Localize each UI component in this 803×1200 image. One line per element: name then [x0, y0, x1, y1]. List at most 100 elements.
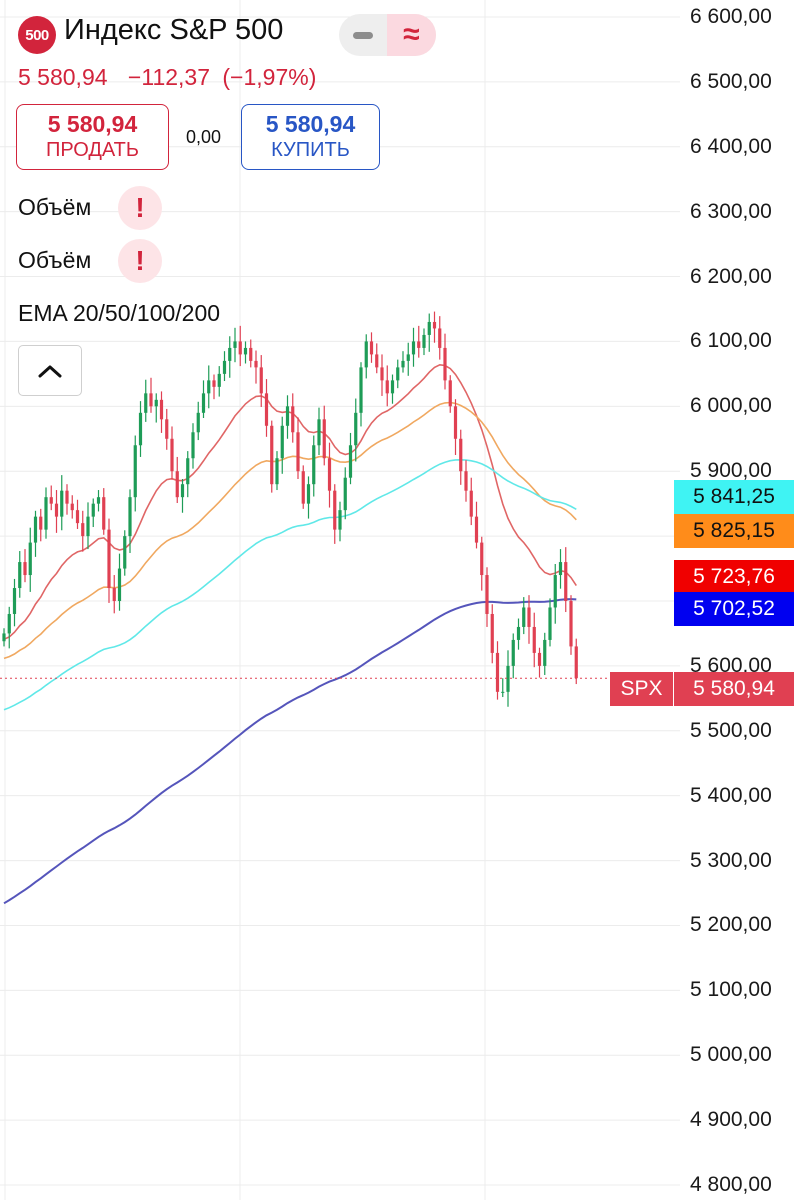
candle-body [354, 412, 358, 446]
candle-body [327, 458, 332, 491]
candle-body [501, 691, 505, 693]
buy-label: КУПИТЬ [271, 139, 350, 161]
indicator-volume-2-label[interactable]: Объём [18, 247, 92, 273]
candle-body [191, 432, 195, 459]
ema-100-tag: 5 841,25 [674, 480, 794, 514]
symbol-badge: 500 [18, 16, 56, 54]
candle-body [180, 484, 185, 498]
ema-20-value: 5 723,76 [693, 565, 775, 588]
candle-body [159, 399, 164, 420]
candle-body [396, 367, 400, 381]
candle-body [112, 588, 116, 601]
candle-body [165, 419, 169, 439]
candle-body [285, 406, 290, 426]
sell-price: 5 580,94 [47, 111, 138, 137]
candle-body [480, 542, 484, 576]
approx-icon[interactable]: ≈ [387, 14, 436, 56]
candle-body [338, 510, 342, 530]
candle-body [485, 575, 489, 614]
chart-grid [0, 0, 680, 1200]
candle-body [149, 393, 153, 407]
candle-body [65, 490, 69, 504]
price-axis-tick: 5 600,00 [690, 653, 772, 677]
candle-body [170, 438, 174, 472]
ema-200-line [3, 598, 577, 905]
candle-body [243, 347, 248, 355]
candle-body [312, 445, 316, 485]
price-axis-tick: 4 800,00 [690, 1173, 772, 1197]
price-change: −112,37 [127, 64, 210, 90]
candlesticks [2, 311, 578, 707]
ema-100-value: 5 841,25 [693, 485, 775, 508]
candle-body [296, 432, 300, 472]
candle-body [102, 497, 106, 530]
candle-body [86, 516, 90, 537]
candle-body [201, 393, 206, 413]
candle-body [186, 458, 190, 485]
price-axis-tick: 5 000,00 [690, 1043, 772, 1067]
alert-icon[interactable]: ! [118, 186, 162, 230]
candle-body [464, 471, 468, 491]
candle-body [2, 633, 6, 642]
candle-body [490, 613, 494, 653]
candle-body [7, 613, 11, 634]
ema-100-line [3, 458, 577, 711]
ema-50-line [3, 401, 577, 660]
candle-body [380, 367, 384, 381]
price-axis-tick: 6 400,00 [690, 134, 772, 158]
candle-body [369, 341, 374, 355]
candle-body [291, 406, 295, 433]
sell-label: ПРОДАТЬ [45, 139, 140, 161]
sell-button[interactable]: 5 580,94 ПРОДАТЬ [16, 104, 169, 170]
candle-body [459, 438, 463, 472]
chart-mode-toggle[interactable]: ≈ [339, 14, 436, 56]
candle-body [390, 380, 395, 394]
candle-body [60, 490, 64, 517]
price-axis-tick: 5 900,00 [690, 459, 772, 483]
candle-body [537, 652, 542, 666]
price-axis-tick: 6 500,00 [690, 69, 772, 93]
candle-body [574, 646, 578, 679]
candle-body [207, 380, 211, 394]
buy-button[interactable]: 5 580,94 КУПИТЬ [241, 104, 380, 170]
candle-body [138, 412, 143, 446]
candle-body [527, 607, 531, 627]
candle-body [333, 490, 337, 530]
ema-20-tag: 5 723,76 [674, 560, 794, 594]
minus-icon[interactable] [339, 14, 387, 56]
candle-body [558, 562, 563, 576]
candle-body [543, 639, 547, 666]
price-change-pct: (−1,97%) [222, 64, 317, 90]
price-axis-tick: 6 600,00 [690, 4, 772, 28]
candle-body [39, 516, 43, 530]
indicator-ema-label[interactable]: EMA 20/50/100/200 [18, 300, 221, 326]
candle-body [70, 503, 74, 511]
candle-body [506, 665, 510, 692]
spread-value: 0,00 [186, 127, 222, 147]
price-axis-tick: 6 300,00 [690, 199, 772, 223]
indicator-volume-1-label[interactable]: Объём [18, 194, 92, 220]
candle-body [49, 497, 53, 504]
candle-body [249, 347, 253, 361]
candle-body [270, 425, 274, 485]
candle-body [495, 652, 500, 692]
candle-body [448, 380, 452, 407]
candle-body [301, 471, 305, 504]
candle-body [406, 354, 410, 361]
candle-body [443, 347, 447, 381]
candle-body [144, 393, 148, 413]
candle-body [196, 412, 200, 433]
ema-50-tag: 5 825,15 [674, 514, 794, 548]
collapse-indicators-button[interactable] [18, 345, 82, 396]
candle-body [23, 562, 27, 576]
candle-body [522, 607, 526, 627]
candle-body [12, 588, 17, 614]
alert-icon[interactable]: ! [118, 239, 162, 283]
candle-body [28, 542, 32, 576]
ema-200-value: 5 702,52 [693, 597, 775, 620]
candle-body [75, 510, 80, 524]
candle-body [259, 367, 263, 394]
price-axis-tick: 6 000,00 [690, 394, 772, 418]
candle-body [532, 626, 536, 653]
